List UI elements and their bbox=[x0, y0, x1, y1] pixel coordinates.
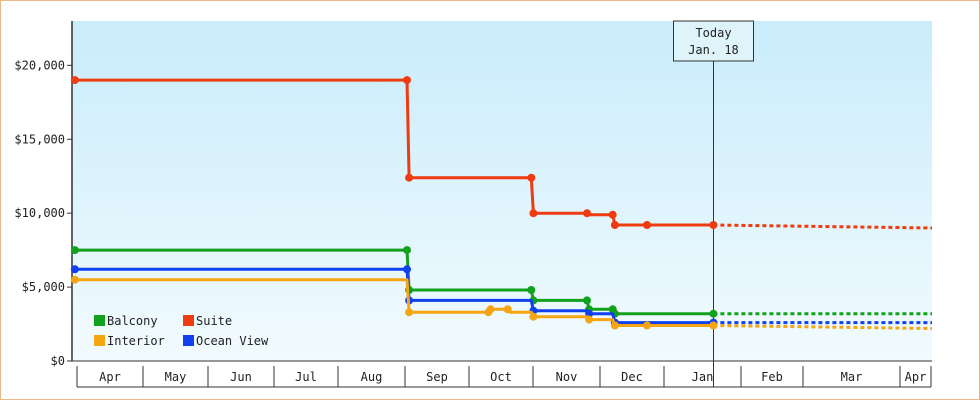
data-point-suite bbox=[583, 209, 591, 218]
x-tick-label: Apr bbox=[905, 370, 927, 384]
data-point-suite bbox=[709, 221, 718, 229]
data-point-interior bbox=[503, 305, 512, 314]
x-tick-label: Feb bbox=[761, 370, 783, 384]
today-label: Today bbox=[695, 26, 731, 40]
series-interior bbox=[70, 275, 933, 330]
data-point-balcony bbox=[583, 296, 591, 305]
data-point-balcony bbox=[527, 286, 536, 294]
data-point-interior bbox=[529, 312, 538, 321]
x-axis: Apr May Jun Jul Aug Sep Oct Nov Dec Jan Feb Mar Apr bbox=[72, 360, 932, 388]
data-point-balcony bbox=[403, 246, 411, 255]
today-box bbox=[673, 20, 754, 62]
today-marker: Today Jan. 18 bbox=[673, 20, 754, 387]
forecast-line-suite bbox=[713, 223, 933, 230]
legend-swatch-suite bbox=[183, 315, 194, 326]
y-tick-label: $10,000 bbox=[14, 206, 65, 220]
x-tick-label: May bbox=[165, 370, 187, 384]
data-point-suite bbox=[405, 173, 414, 182]
data-point-balcony bbox=[70, 246, 79, 255]
data-point-interior bbox=[70, 275, 79, 284]
y-tick-label: $15,000 bbox=[14, 132, 65, 146]
x-tick-label: Jun bbox=[230, 370, 252, 384]
data-point-suite bbox=[643, 221, 651, 229]
x-tick-label: Jan bbox=[692, 370, 714, 384]
data-point-suite bbox=[527, 173, 536, 182]
legend: Balcony Suite Interior Ocean View bbox=[94, 314, 269, 348]
data-point-interior bbox=[610, 321, 619, 330]
data-point-suite bbox=[610, 221, 619, 229]
series-suite bbox=[70, 76, 933, 230]
legend-label-suite: Suite bbox=[196, 314, 232, 328]
data-point-interior bbox=[486, 305, 495, 314]
legend-swatch-balcony bbox=[94, 315, 105, 326]
y-tick-label: $0 bbox=[51, 354, 65, 368]
data-point-interior bbox=[709, 321, 718, 330]
series-group bbox=[70, 76, 933, 330]
data-point-suite bbox=[403, 76, 411, 85]
data-point-interior bbox=[643, 321, 651, 330]
data-point-ocean-view bbox=[70, 265, 79, 274]
data-point-interior bbox=[405, 308, 414, 317]
data-point-suite bbox=[70, 76, 79, 85]
y-axis: $0 $5,000 $10,000 $15,000 $20,000 bbox=[14, 21, 73, 368]
legend-swatch-ocean-view bbox=[183, 335, 194, 346]
data-point-balcony bbox=[709, 309, 718, 318]
data-point-suite bbox=[529, 209, 538, 218]
x-tick-label: Sep bbox=[426, 370, 448, 384]
x-tick-label: Mar bbox=[841, 370, 863, 384]
plot-background bbox=[72, 21, 932, 361]
legend-label-ocean-view: Ocean View bbox=[196, 334, 269, 348]
x-tick-label: Nov bbox=[556, 370, 578, 384]
y-tick-label: $5,000 bbox=[22, 280, 65, 294]
data-point-interior bbox=[585, 315, 594, 324]
x-tick-label: Aug bbox=[361, 370, 383, 384]
legend-label-interior: Interior bbox=[107, 334, 165, 348]
legend-label-balcony: Balcony bbox=[107, 314, 158, 328]
x-tick-label: Apr bbox=[99, 370, 121, 384]
legend-swatch-interior bbox=[94, 335, 105, 346]
x-tick-label: Jul bbox=[295, 370, 317, 384]
forecast-line-interior bbox=[713, 324, 933, 330]
data-point-ocean-view bbox=[403, 265, 411, 274]
today-date: Jan. 18 bbox=[688, 43, 739, 57]
series-line-interior bbox=[74, 278, 714, 327]
x-tick-label: Oct bbox=[490, 370, 512, 384]
y-tick-label: $20,000 bbox=[14, 58, 65, 72]
data-point-suite bbox=[608, 210, 617, 219]
x-tick-label: Dec bbox=[621, 370, 643, 384]
